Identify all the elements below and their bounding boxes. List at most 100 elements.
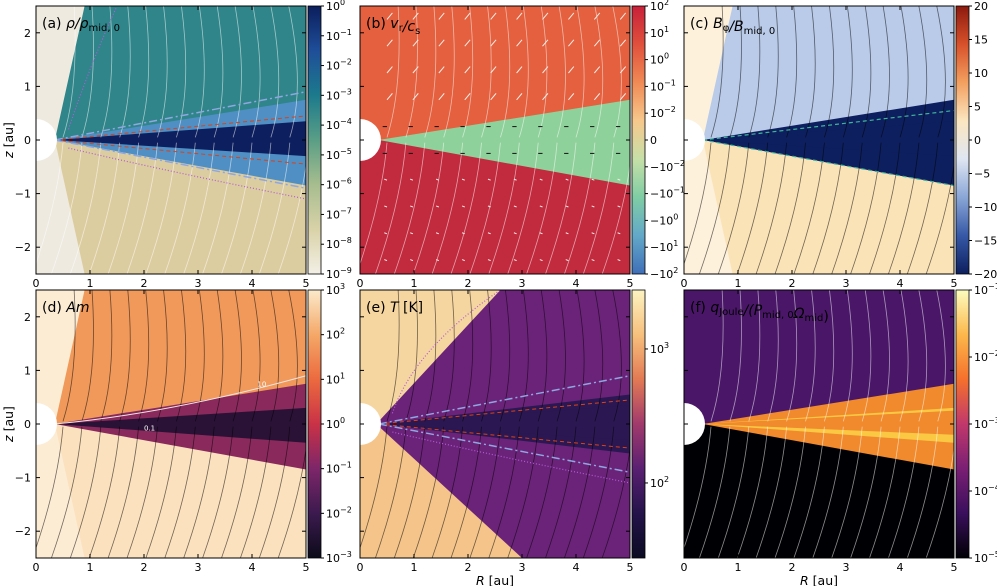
field-line	[786, 6, 798, 138]
colorbar-tick-label: 10	[974, 67, 988, 80]
x-axis-label: R [au]	[800, 573, 838, 586]
colorbar-tick-label: −15	[974, 235, 997, 248]
field-line	[545, 142, 577, 274]
velocity-arrow	[490, 12, 497, 20]
y-axis-label: z [au]	[1, 122, 16, 159]
velocity-arrow	[539, 205, 543, 208]
field-line	[563, 142, 596, 274]
x-tick-label: 2	[789, 277, 796, 290]
field-line	[755, 142, 787, 274]
field-line	[443, 290, 455, 422]
field-line	[936, 6, 946, 138]
field-line	[925, 162, 954, 274]
lower-region	[36, 424, 306, 558]
velocity-arrow	[593, 12, 601, 20]
colorbar-tick-label: 103	[650, 341, 669, 356]
contour-label: 10	[257, 380, 266, 388]
lower-region	[684, 140, 954, 274]
y-tick-label: −1	[15, 472, 31, 485]
field-line	[563, 426, 596, 558]
velocity-arrow	[412, 12, 419, 20]
y-tick-label: −1	[15, 188, 31, 201]
colorbar	[631, 5, 646, 275]
field-line	[736, 426, 769, 558]
field-line	[793, 142, 825, 274]
x-tick-label: 1	[735, 561, 742, 574]
upper-region	[36, 290, 306, 424]
colorbar-tick-label: 100	[650, 52, 669, 67]
field-line	[107, 426, 139, 558]
field-line	[258, 426, 291, 558]
heatmap-area	[684, 290, 954, 558]
field-line	[556, 290, 566, 422]
field-line	[793, 426, 825, 558]
contour-line	[378, 375, 630, 425]
field-line	[786, 290, 798, 422]
colorbar-tick-label: −20	[974, 268, 997, 281]
colorbar-tick-label: 10−3	[326, 550, 352, 565]
velocity-arrow	[591, 232, 595, 235]
colorbar-tick-label: 102	[650, 0, 669, 13]
field-line	[717, 142, 750, 274]
velocity-arrow	[516, 93, 523, 101]
x-tick-label: 5	[951, 561, 958, 574]
colorbar-tick-label: 10−4	[974, 483, 997, 498]
field-line	[100, 290, 113, 422]
field-line	[50, 426, 83, 558]
field-line	[81, 290, 94, 422]
field-line	[736, 142, 769, 274]
field-line	[880, 290, 890, 422]
x-tick-label: 2	[789, 561, 796, 574]
field-line	[213, 6, 224, 138]
field-line	[774, 426, 806, 558]
heatmap-area	[36, 6, 306, 274]
field-line	[386, 6, 400, 138]
field-line	[62, 6, 76, 138]
contour-line	[702, 139, 954, 187]
field-line	[612, 290, 622, 422]
x-tick-label: 0	[33, 561, 40, 574]
velocity-arrow	[542, 66, 549, 74]
velocity-arrow	[513, 232, 517, 235]
field-line	[698, 142, 731, 274]
colorbar-tick-label: 10−3	[326, 87, 352, 102]
field-line	[601, 162, 630, 274]
contour-line	[54, 139, 306, 189]
velocity-arrow	[539, 178, 543, 181]
x-tick-label: 5	[627, 561, 634, 574]
colorbar-tick-label: 10−1	[326, 461, 352, 476]
velocity-arrow	[438, 39, 445, 47]
field-line	[213, 290, 224, 422]
velocity-arrow	[617, 178, 621, 181]
colorbar-tick-label: 10−2	[974, 349, 997, 364]
field-line	[374, 142, 407, 274]
velocity-arrow	[410, 259, 414, 262]
panel-title: (e) T [K]	[366, 300, 423, 316]
velocity-arrow	[568, 93, 575, 101]
x-tick-label: 5	[627, 277, 634, 290]
field-line	[842, 6, 853, 138]
field-line	[183, 426, 215, 558]
field-line	[575, 6, 585, 138]
field-line	[518, 6, 529, 138]
velocity-arrow	[461, 205, 465, 208]
lower-region	[360, 140, 630, 274]
velocity-arrow	[593, 93, 601, 101]
colorbar-tick-label: 103	[326, 282, 345, 297]
velocity-arrow	[487, 232, 491, 235]
field-line	[918, 290, 928, 422]
x-tick-label: 4	[249, 277, 256, 290]
field-line	[805, 290, 816, 422]
field-line	[545, 426, 577, 558]
heatmap-area	[360, 6, 630, 274]
field-line	[145, 426, 177, 558]
heatmap-area	[360, 290, 630, 558]
field-line	[88, 426, 121, 558]
x-tick-label: 0	[357, 561, 364, 574]
field-line	[906, 426, 939, 558]
inner-region	[36, 6, 85, 274]
y-tick-label: −2	[15, 241, 31, 254]
field-line	[601, 446, 630, 558]
colorbar-tick-label: 15	[974, 34, 988, 47]
